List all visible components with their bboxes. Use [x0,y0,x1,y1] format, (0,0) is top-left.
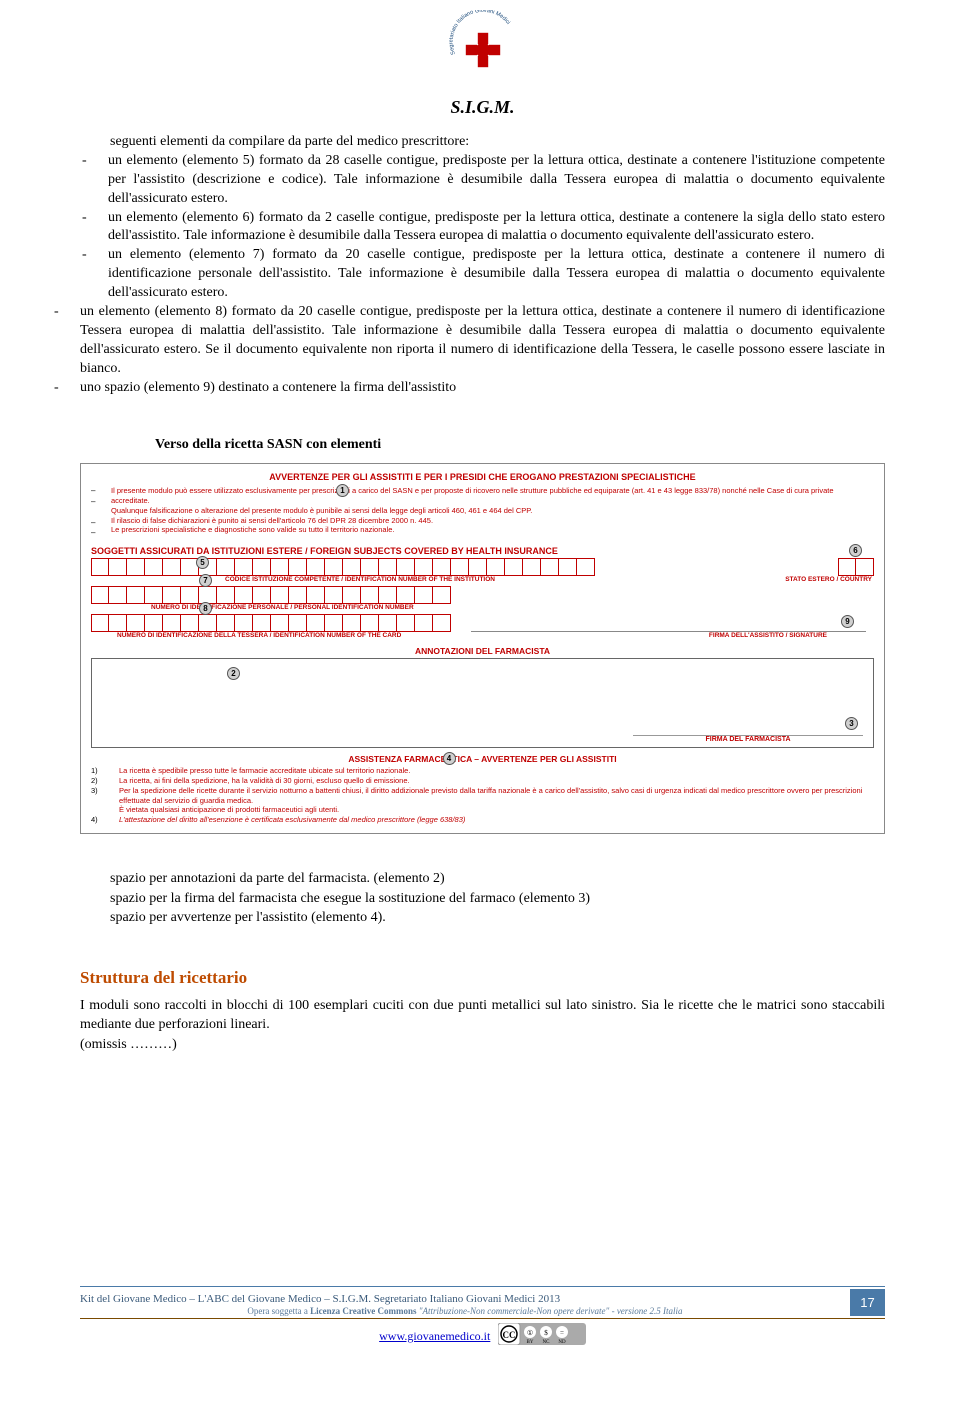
footer-url[interactable]: www.giovanemedico.it [379,1329,490,1344]
post-form-text: spazio per annotazioni da parte del farm… [80,869,885,928]
bullet-9: uno spazio (elemento 9) destinato a cont… [80,379,885,398]
section-body: I moduli sono raccolti in blocchi di 100… [80,996,885,1055]
bubble-2: 2 [227,667,240,680]
bullet-8: un elemento (elemento 8) formato da 20 c… [80,303,885,379]
annotazioni-box: 2 3 FIRMA DEL FARMACISTA [91,658,874,748]
foreign-title: SOGGETTI ASSICURATI DA ISTITUZIONI ESTER… [91,546,874,556]
header-logo: Segretariato Italiano Giovani Medici S.I… [80,10,885,118]
section-title: Struttura del ricettario [80,968,885,988]
assistenza-text: La ricetta è spedibile presso tutte le f… [119,766,874,825]
row-personale [91,586,451,604]
svg-text:=: = [560,1329,564,1337]
bubble-4: 4 [443,752,456,765]
svg-text:CC: CC [502,1330,515,1340]
sigm-label: S.I.G.M. [80,97,885,118]
svg-text:NC: NC [542,1340,550,1345]
svg-text:①: ① [527,1329,533,1337]
row-istituzione [91,558,595,576]
bullet-5: un elemento (elemento 5) formato da 28 c… [108,152,885,209]
bubble-6: 6 [849,544,862,557]
bubble-3: 3 [845,717,858,730]
bubble-1: 1 [336,484,349,497]
bullet-7: un elemento (elemento 7) formato da 20 c… [108,246,885,303]
page-number: 17 [850,1289,885,1316]
page-footer: Kit del Giovane Medico – L'ABC del Giova… [0,1286,960,1350]
svg-text:ND: ND [558,1340,566,1345]
annotazioni-title: ANNOTAZIONI DEL FARMACISTA [91,646,874,656]
bullet-6: un elemento (elemento 6) formato da 2 ca… [108,209,885,247]
ricetta-verso-figure: AVVERTENZE PER GLI ASSISTITI E PER I PRE… [80,463,885,833]
footer-line2: Opera soggetta a Licenza Creative Common… [80,1306,850,1318]
svg-text:$: $ [544,1329,548,1337]
body-text: seguenti elementi da compilare da parte … [80,133,885,397]
intro-line: seguenti elementi da compilare da parte … [80,133,885,152]
footer-line1: Kit del Giovane Medico – L'ABC del Giova… [80,1292,850,1306]
row-stato [838,558,874,576]
row-tessera [91,614,451,632]
assistenza-title: ASSISTENZA FARMACEUTICA – AVVERTENZE PER… [91,754,874,764]
figure-caption: Verso della ricetta SASN con elementi [155,437,885,453]
svg-text:BY: BY [526,1340,533,1345]
bubble-9: 9 [841,615,854,628]
avvertenze-title: AVVERTENZE PER GLI ASSISTITI E PER I PRE… [91,472,874,482]
cc-badge-icon: CC ① $ = BY NC ND [498,1323,586,1350]
